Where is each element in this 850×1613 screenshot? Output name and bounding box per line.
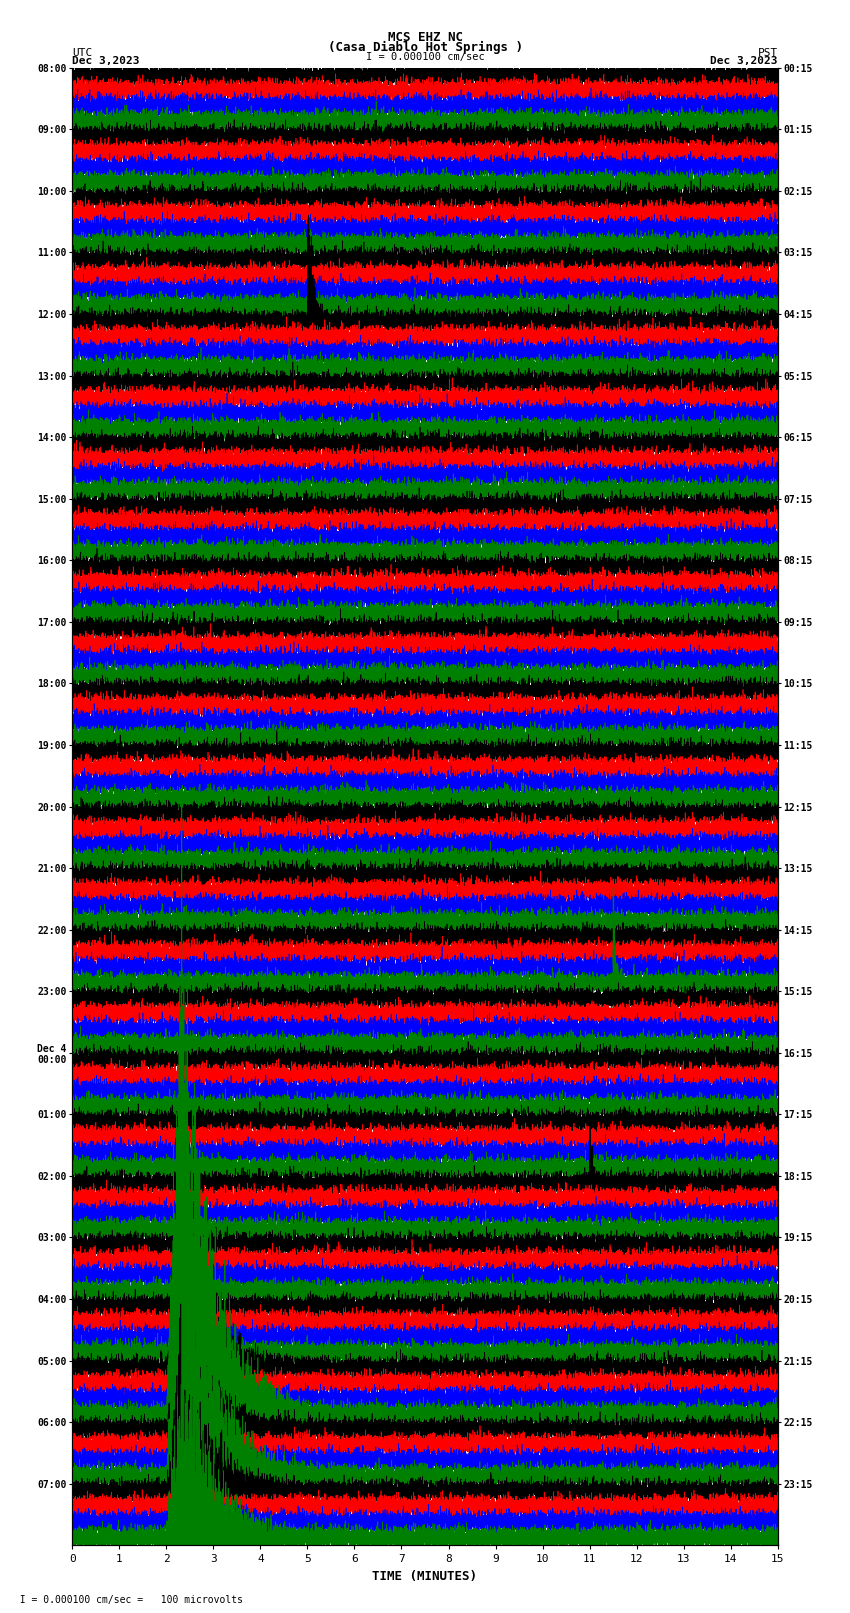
Text: Dec 3,2023: Dec 3,2023 [72, 56, 139, 66]
Text: MCS EHZ NC: MCS EHZ NC [388, 31, 462, 45]
Text: UTC: UTC [72, 48, 93, 58]
X-axis label: TIME (MINUTES): TIME (MINUTES) [372, 1569, 478, 1582]
Text: I = 0.000100 cm/sec: I = 0.000100 cm/sec [366, 52, 484, 61]
Text: I = 0.000100 cm/sec =   100 microvolts: I = 0.000100 cm/sec = 100 microvolts [8, 1595, 243, 1605]
Text: PST: PST [757, 48, 778, 58]
Text: Dec 3,2023: Dec 3,2023 [711, 56, 778, 66]
Text: (Casa Diablo Hot Springs ): (Casa Diablo Hot Springs ) [327, 40, 523, 55]
